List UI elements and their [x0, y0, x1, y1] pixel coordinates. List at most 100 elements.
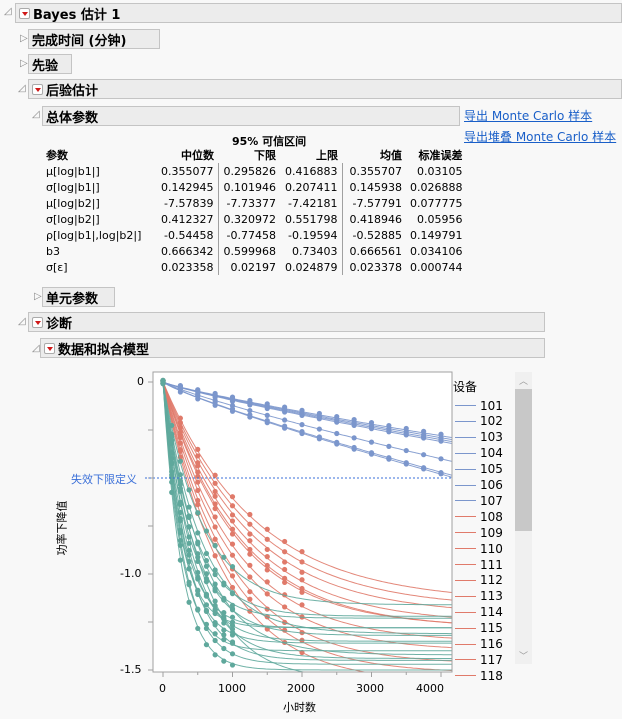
legend-swatch [455, 564, 476, 565]
cell-value: 0.320972 [217, 211, 280, 227]
x-tick-2000: 2000 [287, 682, 315, 695]
legend-item[interactable]: 112 [455, 573, 503, 588]
legend-swatch [455, 405, 476, 406]
report-title: Bayes 估计 1 [33, 7, 121, 23]
legend-item[interactable]: 110 [455, 541, 503, 556]
cell-value: 0.355707 [341, 163, 406, 179]
legend-swatch [455, 500, 476, 502]
cell-value: 0.412327 [161, 212, 214, 226]
collapse-triangle-icon[interactable]: ◿ [32, 343, 40, 354]
section-overall-params[interactable]: 总体参数 [42, 106, 460, 126]
collapse-triangle-icon[interactable]: ◿ [4, 6, 12, 17]
cell-value: 0.207411 [285, 180, 338, 194]
x-axis-label: 小时数 [283, 701, 316, 714]
col-upper: 上限 [316, 149, 338, 162]
red-triangle-menu-icon[interactable] [19, 7, 30, 19]
collapse-triangle-icon[interactable]: ◿ [18, 83, 26, 94]
legend-item[interactable]: 111 [455, 557, 503, 572]
legend-item[interactable]: 117 [455, 652, 503, 667]
legend-item[interactable]: 104 [455, 446, 503, 461]
red-triangle-menu-icon[interactable] [44, 342, 55, 354]
collapse-triangle-icon[interactable]: ◿ [32, 109, 40, 120]
export-stacked-mc-link[interactable]: 导出堆叠 Monte Carlo 样本 [464, 130, 617, 144]
export-mc-link[interactable]: 导出 Monte Carlo 样本 [464, 109, 593, 123]
cell-value: 0.024879 [285, 260, 338, 274]
cell-value: 0.295826 [217, 163, 280, 179]
cell-value: 0.666342 [161, 244, 214, 258]
section-data-and-model[interactable]: 数据和拟合模型 [40, 338, 545, 358]
param-name: σ[ε] [46, 260, 68, 274]
cell-value: 0.02197 [217, 259, 280, 275]
legend-label: 103 [480, 430, 503, 445]
param-name: σ[log|b2|] [46, 212, 100, 226]
legend-item[interactable]: 102 [455, 414, 503, 429]
param-name: μ[log|b1|] [46, 164, 100, 178]
cell-value: 0.551798 [285, 212, 338, 226]
legend-item[interactable]: 116 [455, 637, 503, 652]
legend-item[interactable]: 106 [455, 478, 503, 493]
expand-triangle-icon[interactable]: ▷ [34, 291, 42, 302]
legend-swatch [455, 659, 476, 661]
legend-swatch [455, 643, 476, 645]
cell-value: 0.023358 [161, 260, 214, 274]
legend-item[interactable]: 101 [455, 398, 503, 413]
legend-item[interactable]: 108 [455, 509, 503, 524]
legend-item[interactable]: 105 [455, 462, 503, 477]
legend-item[interactable]: 114 [455, 605, 503, 620]
cell-value: 0.599968 [217, 243, 280, 259]
cell-value: -7.57791 [341, 195, 406, 211]
section-posterior[interactable]: 后验估计 [28, 79, 622, 99]
cell-value: 0.73403 [292, 244, 338, 258]
legend-item[interactable]: 103 [455, 430, 503, 445]
col-param: 参数 [46, 149, 68, 162]
legend-title: 设备 [453, 380, 478, 394]
red-triangle-menu-icon[interactable] [32, 83, 43, 95]
cell-value: -0.77458 [217, 227, 280, 243]
legend-label: 105 [480, 462, 503, 477]
legend-scrollbar[interactable]: ︿ ﹀ [515, 372, 532, 664]
section-diagnostics[interactable]: 诊断 [28, 312, 545, 332]
cell-value: -7.57839 [164, 196, 214, 210]
legend-label: 108 [480, 509, 503, 524]
table-row: b3 0.666342 0.599968 0.73403 0.666561 0.03410… [44, 243, 467, 259]
legend-label: 111 [480, 557, 503, 572]
red-triangle-menu-icon[interactable] [32, 316, 43, 328]
legend-item[interactable]: 118 [455, 668, 503, 683]
legend-swatch [455, 611, 476, 613]
cell-value: 0.023378 [341, 259, 406, 275]
x-tick-1000: 1000 [218, 682, 246, 695]
legend-item[interactable]: 109 [455, 525, 503, 540]
expand-triangle-icon[interactable]: ▷ [20, 58, 28, 69]
legend-item[interactable]: 115 [455, 621, 503, 636]
x-tick-0: 0 [159, 682, 166, 695]
legend-label: 112 [480, 573, 503, 588]
table-row: ρ[log|b1|,log|b2|] -0.54458 -0.77458 -0.195… [44, 227, 467, 243]
credible-interval-title: 95% 可信区间 [232, 135, 307, 148]
cell-value: 0.026888 [410, 180, 463, 194]
scroll-up-icon[interactable]: ︿ [519, 377, 529, 387]
table-header-row: 参数 中位数 下限 上限 均值 标准误差 [44, 147, 467, 163]
legend-label: 104 [480, 446, 503, 461]
legend-swatch [455, 516, 476, 518]
y-tick-0: 0 [137, 375, 144, 388]
legend-item[interactable]: 107 [455, 493, 503, 508]
scrollbar-thumb[interactable] [515, 389, 532, 531]
legend-swatch [455, 436, 476, 438]
section-prior[interactable]: 先验 [28, 54, 72, 74]
legend-swatch [455, 675, 476, 677]
table-row: μ[log|b1|] 0.355077 0.295826 0.416883 0.3557… [44, 163, 467, 179]
expand-triangle-icon[interactable]: ▷ [20, 33, 28, 44]
legend-swatch [455, 532, 476, 534]
bayes-report-header[interactable]: Bayes 估计 1 [15, 3, 622, 23]
collapse-triangle-icon[interactable]: ◿ [18, 316, 26, 327]
legend-swatch [455, 468, 476, 470]
x-tick-3000: 3000 [356, 682, 384, 695]
legend-item[interactable]: 113 [455, 589, 503, 604]
cell-value: 0.355077 [161, 164, 214, 178]
legend-label: 106 [480, 478, 503, 492]
section-completion-time[interactable]: 完成时间 (分钟) [28, 29, 160, 49]
section-unit-params[interactable]: 单元参数 [42, 287, 115, 307]
legend-label: 116 [480, 637, 503, 651]
param-name: μ[log|b2|] [46, 196, 100, 210]
scroll-down-icon[interactable]: ﹀ [519, 652, 529, 662]
